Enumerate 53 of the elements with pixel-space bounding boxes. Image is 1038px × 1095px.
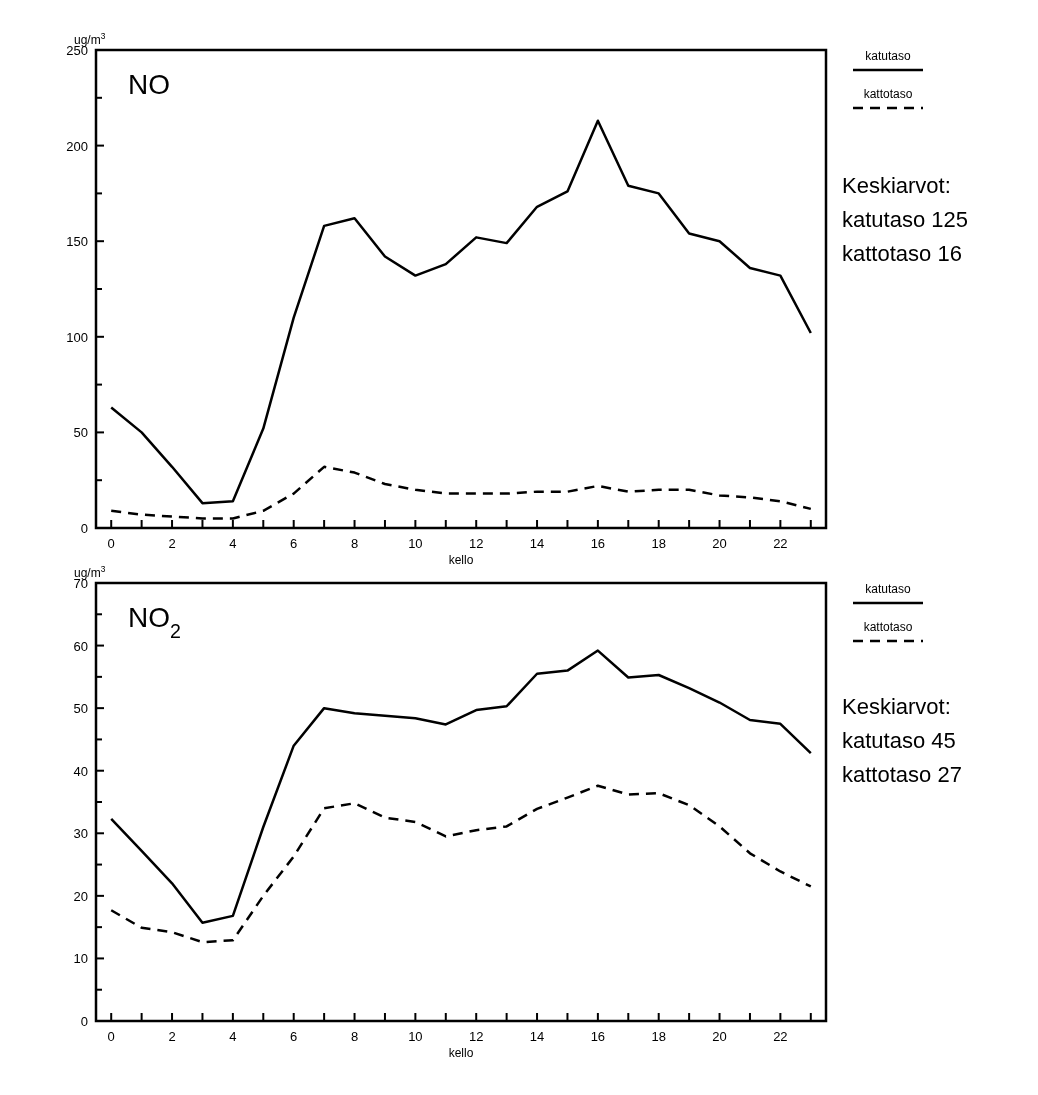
y-tick-label: 50: [73, 701, 88, 717]
text: NO: [128, 69, 170, 100]
text: katutaso 125: [842, 207, 968, 233]
y-tick-label: 0: [80, 1014, 88, 1029]
x-tick-label: 6: [290, 1029, 298, 1044]
x-tick-label: 16: [590, 536, 606, 551]
x-tick-label: 8: [350, 536, 359, 551]
text: kattotaso 16: [842, 241, 962, 267]
x-tick-label: 16: [590, 1029, 606, 1044]
text: kattotaso: [863, 87, 913, 101]
line-series: [109, 649, 813, 925]
text: kattotaso 27: [842, 762, 962, 788]
x-tick-label: 12: [468, 536, 484, 551]
x-tick-label: 0: [107, 536, 115, 551]
text: katutaso: [865, 582, 911, 596]
x-tick-label: 4: [229, 1029, 237, 1044]
y-tick-label: 10: [73, 951, 88, 967]
x-tick-label: 22: [773, 536, 788, 551]
text: Keskiarvot:: [842, 694, 951, 720]
x-tick-label: 2: [168, 1029, 176, 1044]
x-tick-label: 12: [468, 1029, 484, 1044]
text: Keskiarvot:: [842, 173, 951, 199]
x-tick-label: 20: [712, 536, 727, 551]
line-series: [109, 119, 813, 505]
line-series: [109, 784, 813, 944]
x-tick-label: 22: [773, 1029, 788, 1044]
x-axis-title: kello: [448, 553, 474, 567]
y-tick-label: 60: [73, 638, 88, 654]
x-tick-label: 6: [290, 536, 298, 551]
text: katutaso: [865, 49, 911, 63]
x-tick-label: 14: [529, 1029, 545, 1044]
x-tick-label: 2: [168, 536, 176, 551]
x-tick-label: 14: [529, 536, 545, 551]
y-tick-label: 200: [66, 138, 88, 154]
x-tick-label: 10: [408, 1029, 423, 1044]
x-tick-label: 10: [408, 536, 423, 551]
text: kattotaso: [863, 620, 913, 634]
x-axis-title: kello: [448, 1046, 474, 1060]
x-tick-label: 4: [229, 536, 237, 551]
y-tick-label: 50: [73, 425, 88, 441]
y-tick-label: 100: [66, 329, 88, 345]
y-tick-label: 30: [73, 826, 88, 842]
x-tick-label: 8: [350, 1029, 359, 1044]
y-tick-label: 20: [73, 888, 88, 904]
x-tick-label: 20: [712, 1029, 727, 1044]
text: NO$_{2}$: [128, 602, 181, 642]
x-tick-label: 18: [651, 1029, 666, 1044]
y-tick-label: 0: [80, 521, 88, 536]
text: katutaso 45: [842, 728, 956, 754]
x-tick-label: 18: [651, 536, 666, 551]
y-tick-label: 40: [73, 763, 88, 779]
x-tick-label: 0: [107, 1029, 115, 1044]
y-tick-label: 150: [66, 234, 88, 250]
